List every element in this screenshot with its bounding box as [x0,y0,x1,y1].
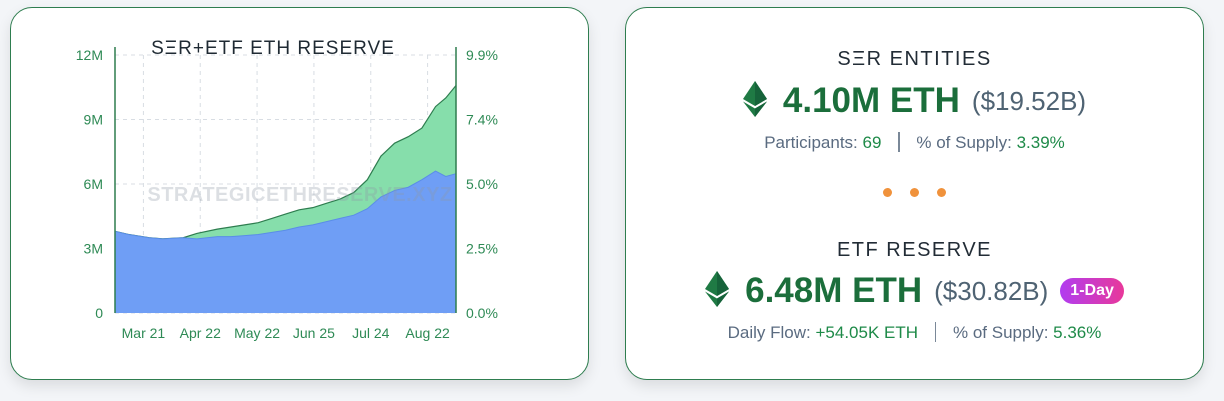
etf-supply-value: 5.36% [1053,323,1102,342]
y-right-tick-label: 9.9% [466,47,498,63]
chart-title: SΞR+ETF ETH RESERVE [151,38,395,59]
y-right-tick-label: 5.0% [466,176,498,192]
ser-area [115,85,456,239]
y-right-tick-label: 2.5% [466,241,498,257]
ser-supply-label: % of Supply: [916,133,1012,152]
etf-usd-value: ($30.82B) [934,275,1049,306]
ser-title: SΞR ENTITIES [837,48,992,70]
x-tick-label: Jun 25 [293,325,335,341]
divider [934,322,937,342]
etf-supply-label: % of Supply: [952,323,1049,342]
etf-area [115,171,456,313]
etf-title: ETF RESERVE [836,239,993,261]
separator-dots [626,188,1203,197]
reserve-chart: 0 0.0% 3M 2.5% 6M 5.0% 9M 7.4% 12M 9.9% Mar 21 Apr … [76,38,498,341]
y-left-tick-label: 6M [84,176,103,192]
ser-amount-row: 4.10M ETH ($19.52B) [626,80,1203,122]
daily-flow-value: +54.05K ETH [815,323,919,342]
x-tick-label: May 22 [234,325,280,341]
reserve-summary-card: SΞR ENTITIES 4.10M ETH ($19.52B) Partici… [625,7,1204,380]
participants-value: 69 [862,133,882,152]
etf-stats: Daily Flow: +54.05K ETH % of Supply: 5.3… [626,322,1203,343]
x-tick-label: Apr 22 [180,325,221,341]
participants-label: Participants: [764,133,858,152]
watermark: STRATEGICETHRESERVE.XYZ [147,184,452,206]
y-left-tick-label: 9M [84,112,103,128]
ser-supply-value: 3.39% [1016,133,1065,152]
eth-diamond-icon [742,80,767,122]
ser-amount: 4.10M ETH [782,81,960,120]
daily-flow-label: Daily Flow: [727,323,811,342]
x-tick-label: Jul 24 [352,325,390,341]
y-left-tick-label: 12M [76,47,103,63]
dot [910,188,919,197]
y-right-tick-label: 7.4% [466,112,498,128]
y-left-tick-label: 3M [84,241,103,257]
ser-usd-value: ($19.52B) [971,85,1087,116]
eth-diamond-icon [705,270,730,312]
etf-area-line [114,170,457,240]
y-left-tick-label: 0 [95,305,103,321]
reserve-chart-card: 0 0.0% 3M 2.5% 6M 5.0% 9M 7.4% 12M 9.9% Mar 21 Apr … [10,7,589,380]
y-right-tick-label: 0.0% [466,305,498,321]
etf-amount-row: 6.48M ETH ($30.82B) 1-Day [626,270,1203,312]
dot [937,188,946,197]
ser-stats: Participants: 69 % of Supply: 3.39% [626,132,1203,153]
divider [898,132,900,152]
one-day-badge[interactable]: 1-Day [1060,278,1124,304]
dot [883,188,892,197]
etf-amount: 6.48M ETH [745,271,923,310]
x-tick-label: Mar 21 [122,325,166,341]
x-tick-label: Aug 22 [405,325,450,341]
